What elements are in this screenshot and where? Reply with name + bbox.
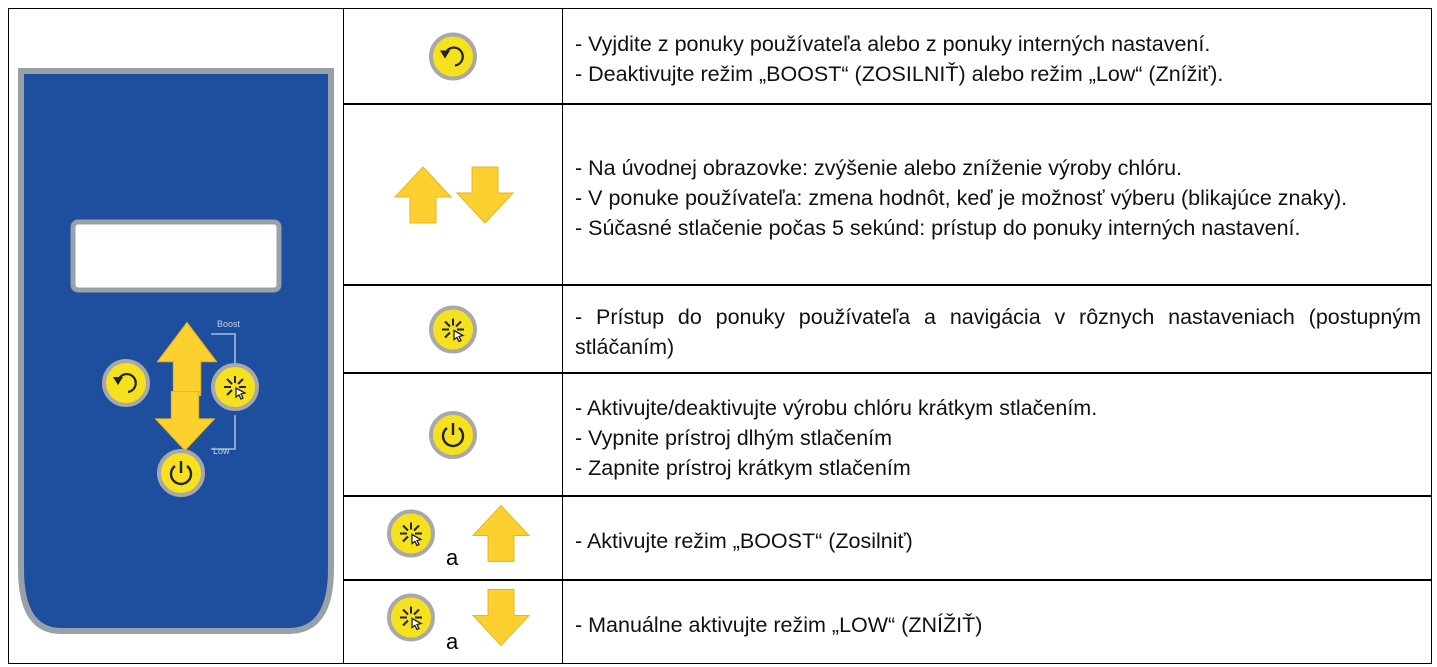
up-icon	[472, 504, 529, 562]
icons	[345, 375, 562, 495]
connector: a	[446, 629, 459, 654]
back-button	[104, 361, 148, 405]
up-icon	[394, 166, 451, 223]
down-icon	[473, 589, 529, 645]
boost-label: Boost	[217, 319, 241, 329]
low-label: Low	[213, 446, 230, 456]
connector: a	[446, 545, 459, 570]
power-button	[159, 451, 203, 495]
text-cell: - Manuálne aktivujte režim „LOW“ (ZNÍŽIŤ…	[562, 580, 1432, 664]
icon-cell	[343, 104, 563, 285]
star-icon	[431, 307, 475, 351]
description-line: - Zapnite prístroj krátkym stlačením	[575, 455, 911, 480]
down-icon	[457, 167, 513, 223]
star-icon	[389, 511, 433, 555]
description-line: - Na úvodnej obrazovke: zvýšenie alebo z…	[575, 155, 1183, 180]
icon-cell: a	[343, 496, 563, 580]
icon-cell	[343, 8, 563, 104]
text-cell: - Na úvodnej obrazovke: zvýšenie alebo z…	[562, 104, 1432, 285]
text-cell: - Aktivujte/deaktivujte výrobu chlóru kr…	[562, 373, 1432, 496]
back-icon	[431, 34, 475, 78]
description-line: - Vyjdite z ponuky používateľa alebo z p…	[575, 32, 1211, 56]
description-line: - Prístup do ponuky používateľa a navigá…	[575, 305, 1421, 359]
control-panel: Boost Low	[18, 68, 334, 634]
panel-cell: Boost Low	[8, 8, 344, 664]
description-line: - Deaktivujte režim „BOOST“ (ZOSILNIŤ) a…	[575, 62, 1224, 86]
icon-cell: a	[343, 580, 563, 664]
description-line: - Aktivujte režim „BOOST“ (Zosilniť)	[575, 529, 913, 553]
display	[70, 219, 282, 293]
text-cell: - Aktivujte režim „BOOST“ (Zosilniť)	[562, 496, 1432, 580]
description-line: - V ponuke používateľa: zmena hodnôt, ke…	[575, 185, 1348, 210]
bracket	[211, 333, 236, 450]
icon-cell	[343, 373, 563, 496]
icons	[345, 287, 562, 372]
icons	[394, 166, 562, 223]
description-line: - Vypnite prístroj dlhým stlačením	[575, 425, 893, 450]
description-line: - Súčasné stlačenie počas 5 sekúnd: prís…	[575, 215, 1301, 240]
star-icon	[389, 595, 433, 639]
description-line: - Manuálne aktivujte režim „LOW“ (ZNÍŽIŤ…	[575, 613, 983, 637]
icons	[345, 10, 562, 103]
icon-cell	[343, 285, 563, 373]
description-line: - Aktivujte/deaktivujte výrobu chlóru kr…	[575, 395, 1098, 420]
menu-button	[213, 365, 257, 409]
text-cell: - Vyjdite z ponuky používateľa alebo z p…	[562, 8, 1432, 104]
text-cell: - Prístup do ponuky používateľa a navigá…	[562, 285, 1432, 373]
power-icon	[431, 413, 475, 457]
